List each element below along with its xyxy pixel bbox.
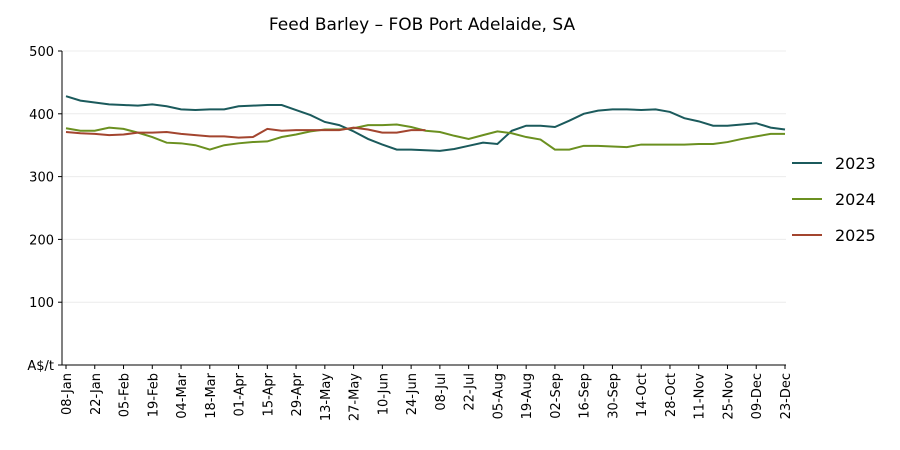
x-tick-label: 08-Jan [60, 373, 75, 415]
x-tick-label: 19-Aug [520, 373, 535, 419]
x-tick-label: 08-Jul [434, 373, 449, 411]
x-tick-label: 05-Aug [491, 373, 506, 419]
x-tick-label: 02-Sep [549, 373, 564, 419]
x-tick-label: 15-Apr [261, 372, 276, 416]
x-tick-label: 22-Jan [89, 373, 104, 415]
y-tick-label: 500 [29, 45, 54, 60]
x-tick-label: 18-Mar [204, 372, 219, 418]
x-tick-label: 09-Dec [750, 373, 765, 419]
x-tick-label: 16-Sep [578, 373, 593, 419]
x-tick-label: 25-Nov [721, 373, 736, 420]
y-tick-label: 200 [29, 233, 54, 248]
x-tick-label: 01-Apr [233, 372, 248, 416]
x-tick-label: 23-Dec [779, 373, 794, 419]
series-line [65, 95, 786, 152]
legend-label: 2025 [835, 226, 876, 245]
x-tick-label: 14-Oct [635, 373, 650, 417]
x-tick-label: 04-Mar [175, 372, 190, 418]
y-tick-label: A$/t [27, 359, 54, 374]
x-tick-label: 05-Feb [118, 373, 133, 417]
x-tick-label: 28-Oct [664, 373, 679, 417]
x-tick-label: 22-Jul [463, 373, 478, 411]
y-tick-label: 100 [29, 296, 54, 311]
legend-label: 2023 [835, 154, 876, 173]
chart-title: Feed Barley – FOB Port Adelaide, SA [269, 15, 576, 35]
legend-label: 2024 [835, 190, 876, 209]
x-tick-label: 19-Feb [146, 373, 161, 417]
x-tick-label: 24-Jun [405, 373, 420, 415]
x-tick-label: 13-May [319, 373, 334, 421]
series-line [65, 126, 426, 139]
y-tick-label: 300 [29, 171, 54, 186]
y-tick-label: 400 [29, 108, 54, 123]
x-tick-label: 27-May [348, 373, 363, 421]
x-tick-label: 30-Sep [606, 373, 621, 419]
x-tick-label: 10-Jun [376, 373, 391, 415]
x-tick-label: 29-Apr [290, 372, 305, 416]
series-line [65, 123, 785, 151]
x-tick-label: 11-Nov [693, 373, 708, 420]
